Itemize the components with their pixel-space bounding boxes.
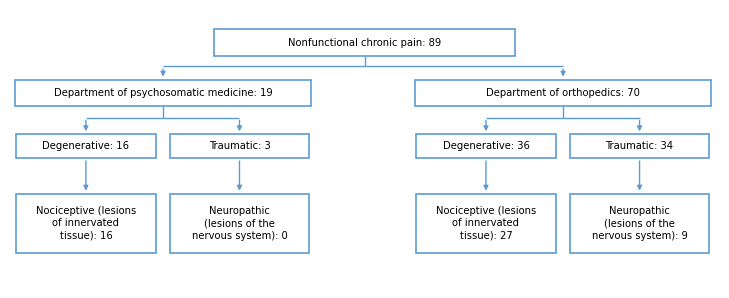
Text: Degenerative: 36: Degenerative: 36 xyxy=(443,141,529,151)
FancyBboxPatch shape xyxy=(15,80,311,106)
Text: Nociceptive (lesions
of innervated
tissue): 27: Nociceptive (lesions of innervated tissu… xyxy=(436,206,536,240)
Text: Department of psychosomatic medicine: 19: Department of psychosomatic medicine: 19 xyxy=(54,88,273,98)
Text: Department of orthopedics: 70: Department of orthopedics: 70 xyxy=(486,88,640,98)
Text: Degenerative: 16: Degenerative: 16 xyxy=(42,141,129,151)
Text: Neuropathic
(lesions of the
nervous system): 0: Neuropathic (lesions of the nervous syst… xyxy=(192,206,287,240)
FancyBboxPatch shape xyxy=(16,134,155,158)
FancyBboxPatch shape xyxy=(416,134,555,158)
Text: Traumatic: 34: Traumatic: 34 xyxy=(606,141,674,151)
Text: Nociceptive (lesions
of innervated
tissue): 16: Nociceptive (lesions of innervated tissu… xyxy=(36,206,136,240)
FancyBboxPatch shape xyxy=(170,134,309,158)
Text: Nonfunctional chronic pain: 89: Nonfunctional chronic pain: 89 xyxy=(288,38,441,48)
FancyBboxPatch shape xyxy=(416,194,555,253)
FancyBboxPatch shape xyxy=(570,194,709,253)
FancyBboxPatch shape xyxy=(570,134,709,158)
FancyBboxPatch shape xyxy=(16,194,155,253)
FancyBboxPatch shape xyxy=(415,80,712,106)
Text: Neuropathic
(lesions of the
nervous system): 9: Neuropathic (lesions of the nervous syst… xyxy=(592,206,687,240)
Text: Traumatic: 3: Traumatic: 3 xyxy=(208,141,270,151)
FancyBboxPatch shape xyxy=(214,29,515,56)
FancyBboxPatch shape xyxy=(170,194,309,253)
